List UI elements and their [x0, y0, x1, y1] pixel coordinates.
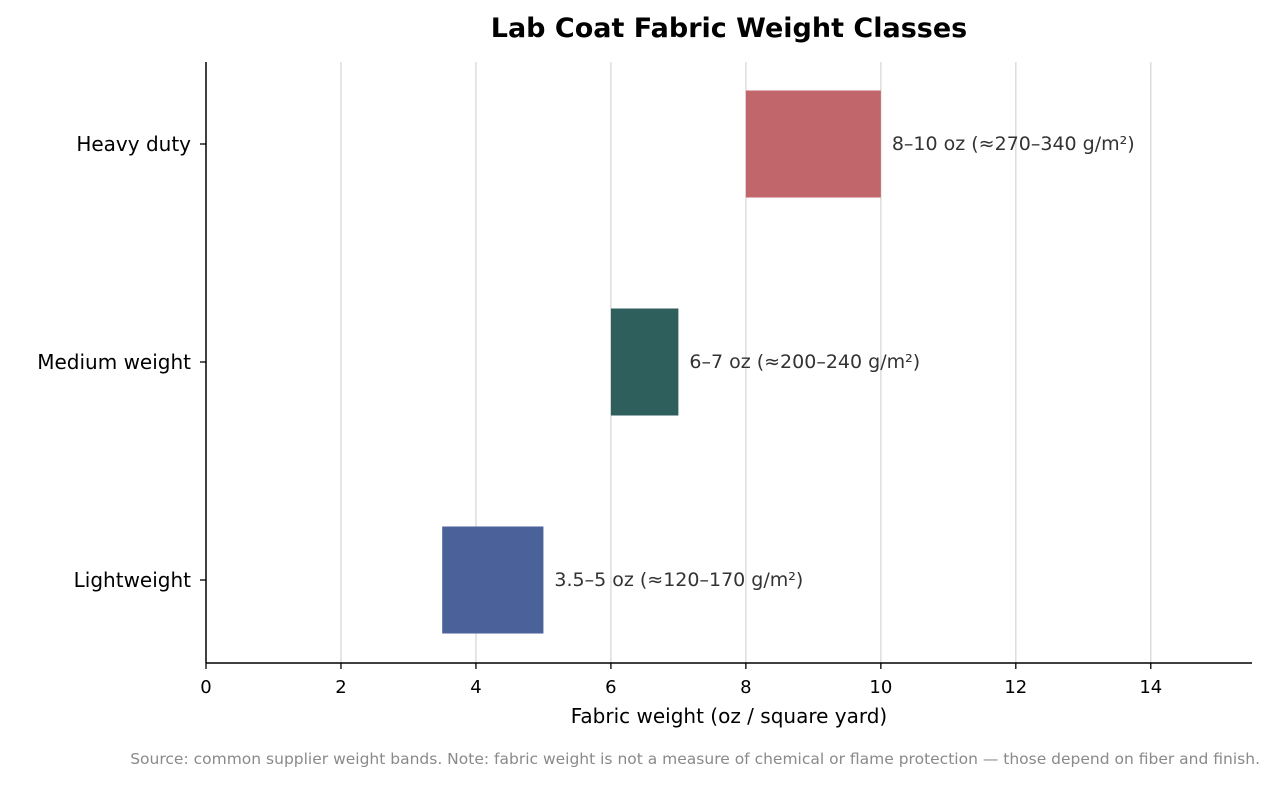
range-bar [745, 90, 881, 198]
bar-data-label: 6–7 oz (≈200–240 g/m²) [689, 351, 920, 373]
y-category-label: Medium weight [37, 350, 191, 374]
x-tick-label: 8 [740, 677, 751, 698]
x-tick-label: 10 [869, 677, 892, 698]
range-bar [442, 526, 544, 634]
x-tick-label: 0 [200, 677, 211, 698]
x-tick-label: 4 [470, 677, 481, 698]
y-category-label: Lightweight [74, 568, 192, 592]
source-footnote: Source: common supplier weight bands. No… [130, 750, 1260, 768]
x-tick-label: 14 [1139, 677, 1162, 698]
x-tick-label: 12 [1004, 677, 1027, 698]
range-bar [610, 308, 679, 416]
bar-data-label: 3.5–5 oz (≈120–170 g/m²) [554, 569, 803, 591]
x-tick-label: 6 [605, 677, 616, 698]
chart-title: Lab Coat Fabric Weight Classes [491, 13, 967, 44]
x-tick-label: 2 [335, 677, 346, 698]
y-tick-labels: Lightweight Medium weight Heavy duty [37, 132, 206, 592]
range-bars [442, 90, 881, 634]
x-tick-labels: 0 2 4 6 8 10 12 14 [200, 663, 1162, 698]
bar-data-label: 8–10 oz (≈270–340 g/m²) [892, 133, 1135, 155]
data-labels: 3.5–5 oz (≈120–170 g/m²) 6–7 oz (≈200–240… [554, 133, 1134, 591]
y-category-label: Heavy duty [76, 132, 191, 156]
x-axis-label: Fabric weight (oz / square yard) [571, 704, 887, 728]
